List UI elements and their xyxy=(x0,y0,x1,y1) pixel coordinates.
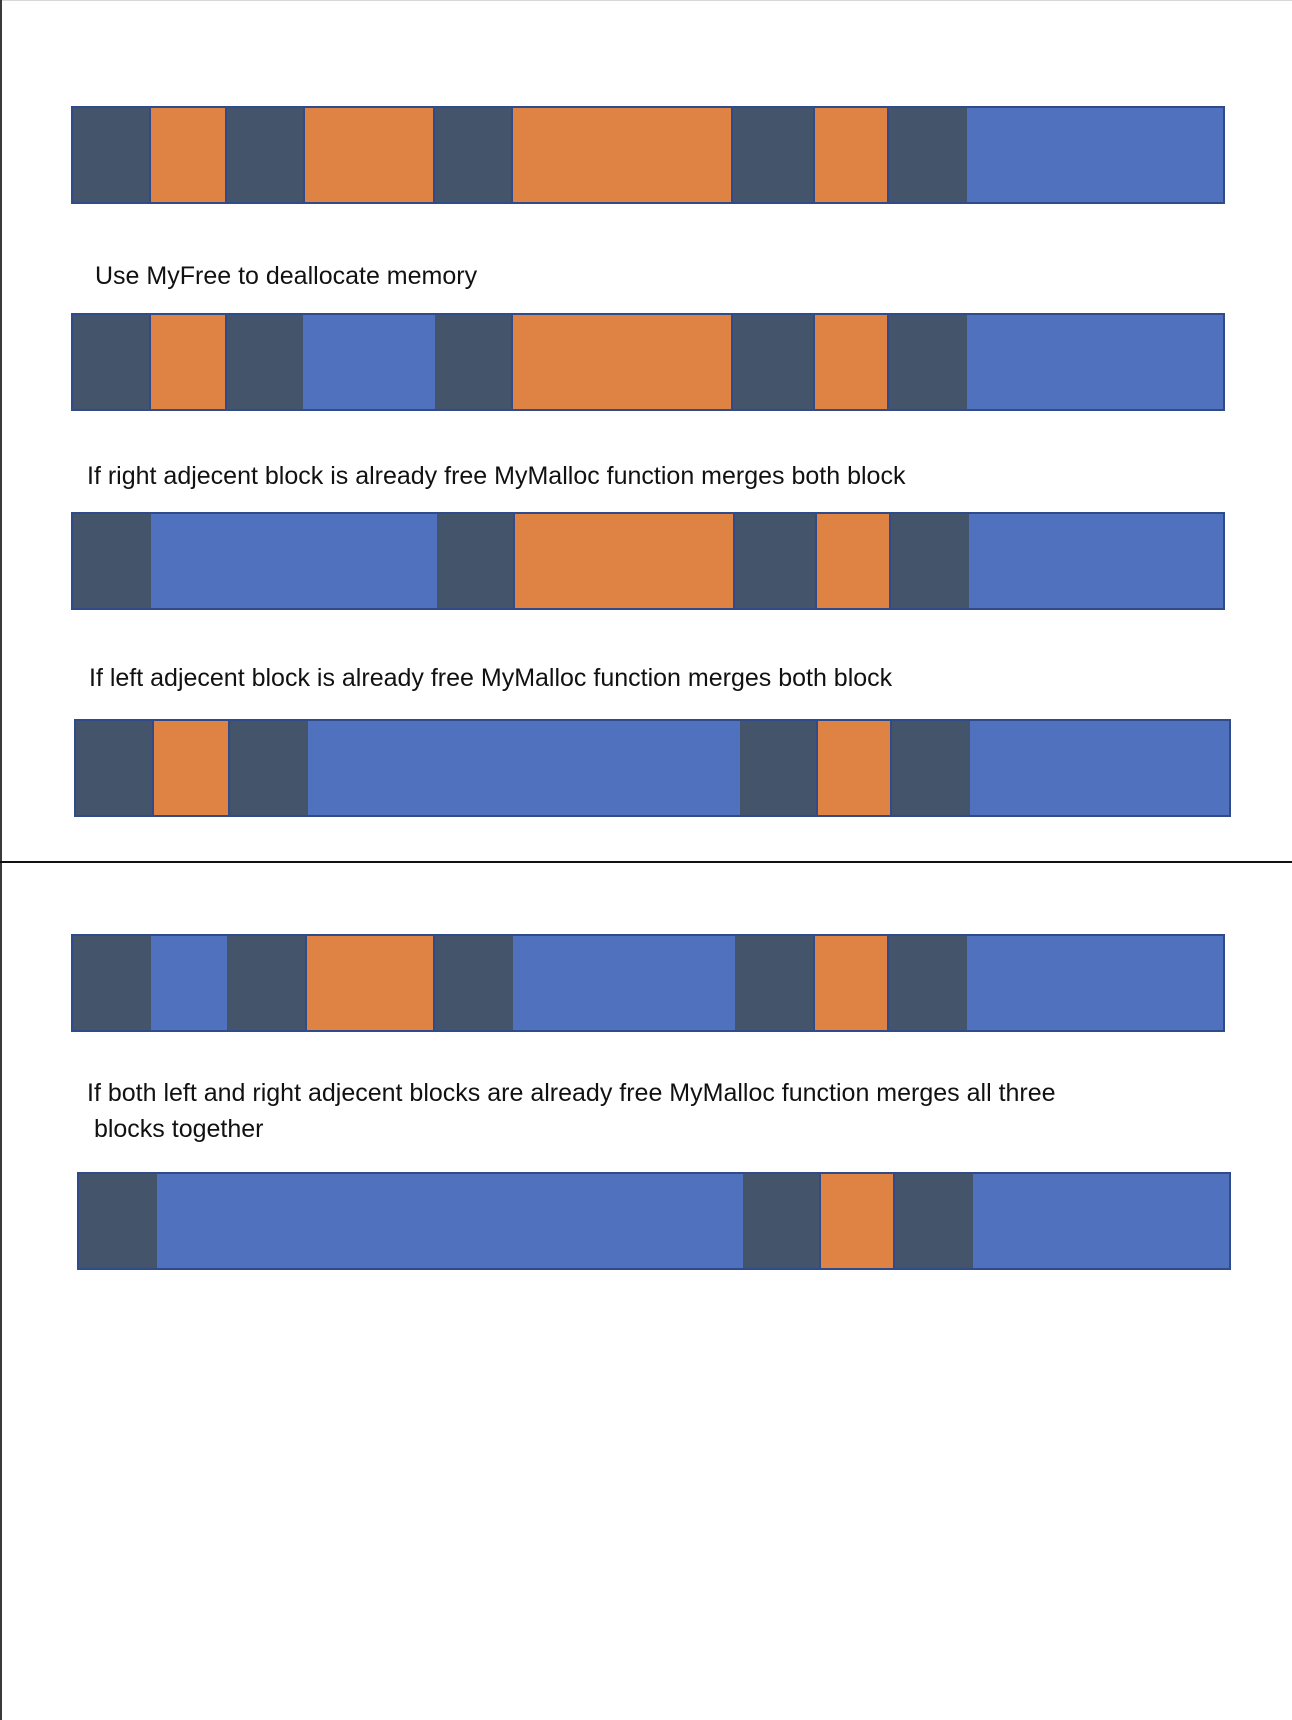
header-block xyxy=(891,514,969,608)
caption-right-merge: If right adjecent block is already free … xyxy=(87,462,906,490)
memory-bar-6 xyxy=(77,1172,1231,1270)
freed-block xyxy=(303,315,435,409)
header-block xyxy=(435,108,511,202)
allocated-block xyxy=(513,514,735,608)
allocated-block xyxy=(813,108,889,202)
header-block xyxy=(889,936,967,1030)
top-border xyxy=(0,0,1292,1)
memory-bar-2 xyxy=(71,313,1225,411)
caption-both-merge-line2: blocks together xyxy=(87,1115,264,1143)
left-border xyxy=(0,0,2,1720)
header-block xyxy=(79,1174,157,1268)
allocated-block xyxy=(305,936,435,1030)
free-block xyxy=(970,721,1229,815)
free-block xyxy=(967,315,1223,409)
merged-free-block xyxy=(151,514,437,608)
header-block xyxy=(733,315,813,409)
memory-bar-5 xyxy=(71,934,1225,1032)
header-block xyxy=(735,936,813,1030)
header-block xyxy=(227,936,305,1030)
free-block xyxy=(969,514,1223,608)
header-block xyxy=(73,936,151,1030)
section-divider xyxy=(0,861,1292,863)
header-block xyxy=(733,108,813,202)
allocated-block xyxy=(149,108,227,202)
header-block xyxy=(435,315,511,409)
header-block xyxy=(889,108,967,202)
memory-bar-3 xyxy=(71,512,1225,610)
free-block xyxy=(967,936,1223,1030)
header-block xyxy=(73,108,149,202)
allocated-block xyxy=(149,315,227,409)
free-block xyxy=(151,936,227,1030)
caption-both-merge-line1: If both left and right adjecent blocks a… xyxy=(87,1079,1056,1107)
allocated-block xyxy=(511,108,733,202)
header-block xyxy=(435,936,513,1030)
header-block xyxy=(892,721,970,815)
header-block xyxy=(227,108,303,202)
allocated-block xyxy=(819,1174,895,1268)
merged-free-block xyxy=(157,1174,743,1268)
header-block xyxy=(76,721,152,815)
allocated-block xyxy=(813,936,889,1030)
caption-use-myfree: Use MyFree to deallocate memory xyxy=(95,262,478,290)
memory-bar-1 xyxy=(71,106,1225,204)
header-block xyxy=(230,721,308,815)
allocated-block xyxy=(815,514,891,608)
header-block xyxy=(73,315,149,409)
allocated-block xyxy=(303,108,435,202)
header-block xyxy=(889,315,967,409)
header-block xyxy=(437,514,513,608)
header-block xyxy=(743,1174,819,1268)
header-block xyxy=(73,514,151,608)
header-block xyxy=(740,721,816,815)
allocated-block xyxy=(813,315,889,409)
memory-bar-4 xyxy=(74,719,1231,817)
header-block xyxy=(735,514,815,608)
caption-left-merge: If left adjecent block is already free M… xyxy=(89,664,893,692)
free-block xyxy=(513,936,735,1030)
header-block xyxy=(895,1174,973,1268)
header-block xyxy=(227,315,303,409)
free-block xyxy=(967,108,1223,202)
merged-free-block xyxy=(308,721,740,815)
allocated-block xyxy=(152,721,230,815)
allocated-block xyxy=(511,315,733,409)
free-block xyxy=(973,1174,1229,1268)
allocated-block xyxy=(816,721,892,815)
